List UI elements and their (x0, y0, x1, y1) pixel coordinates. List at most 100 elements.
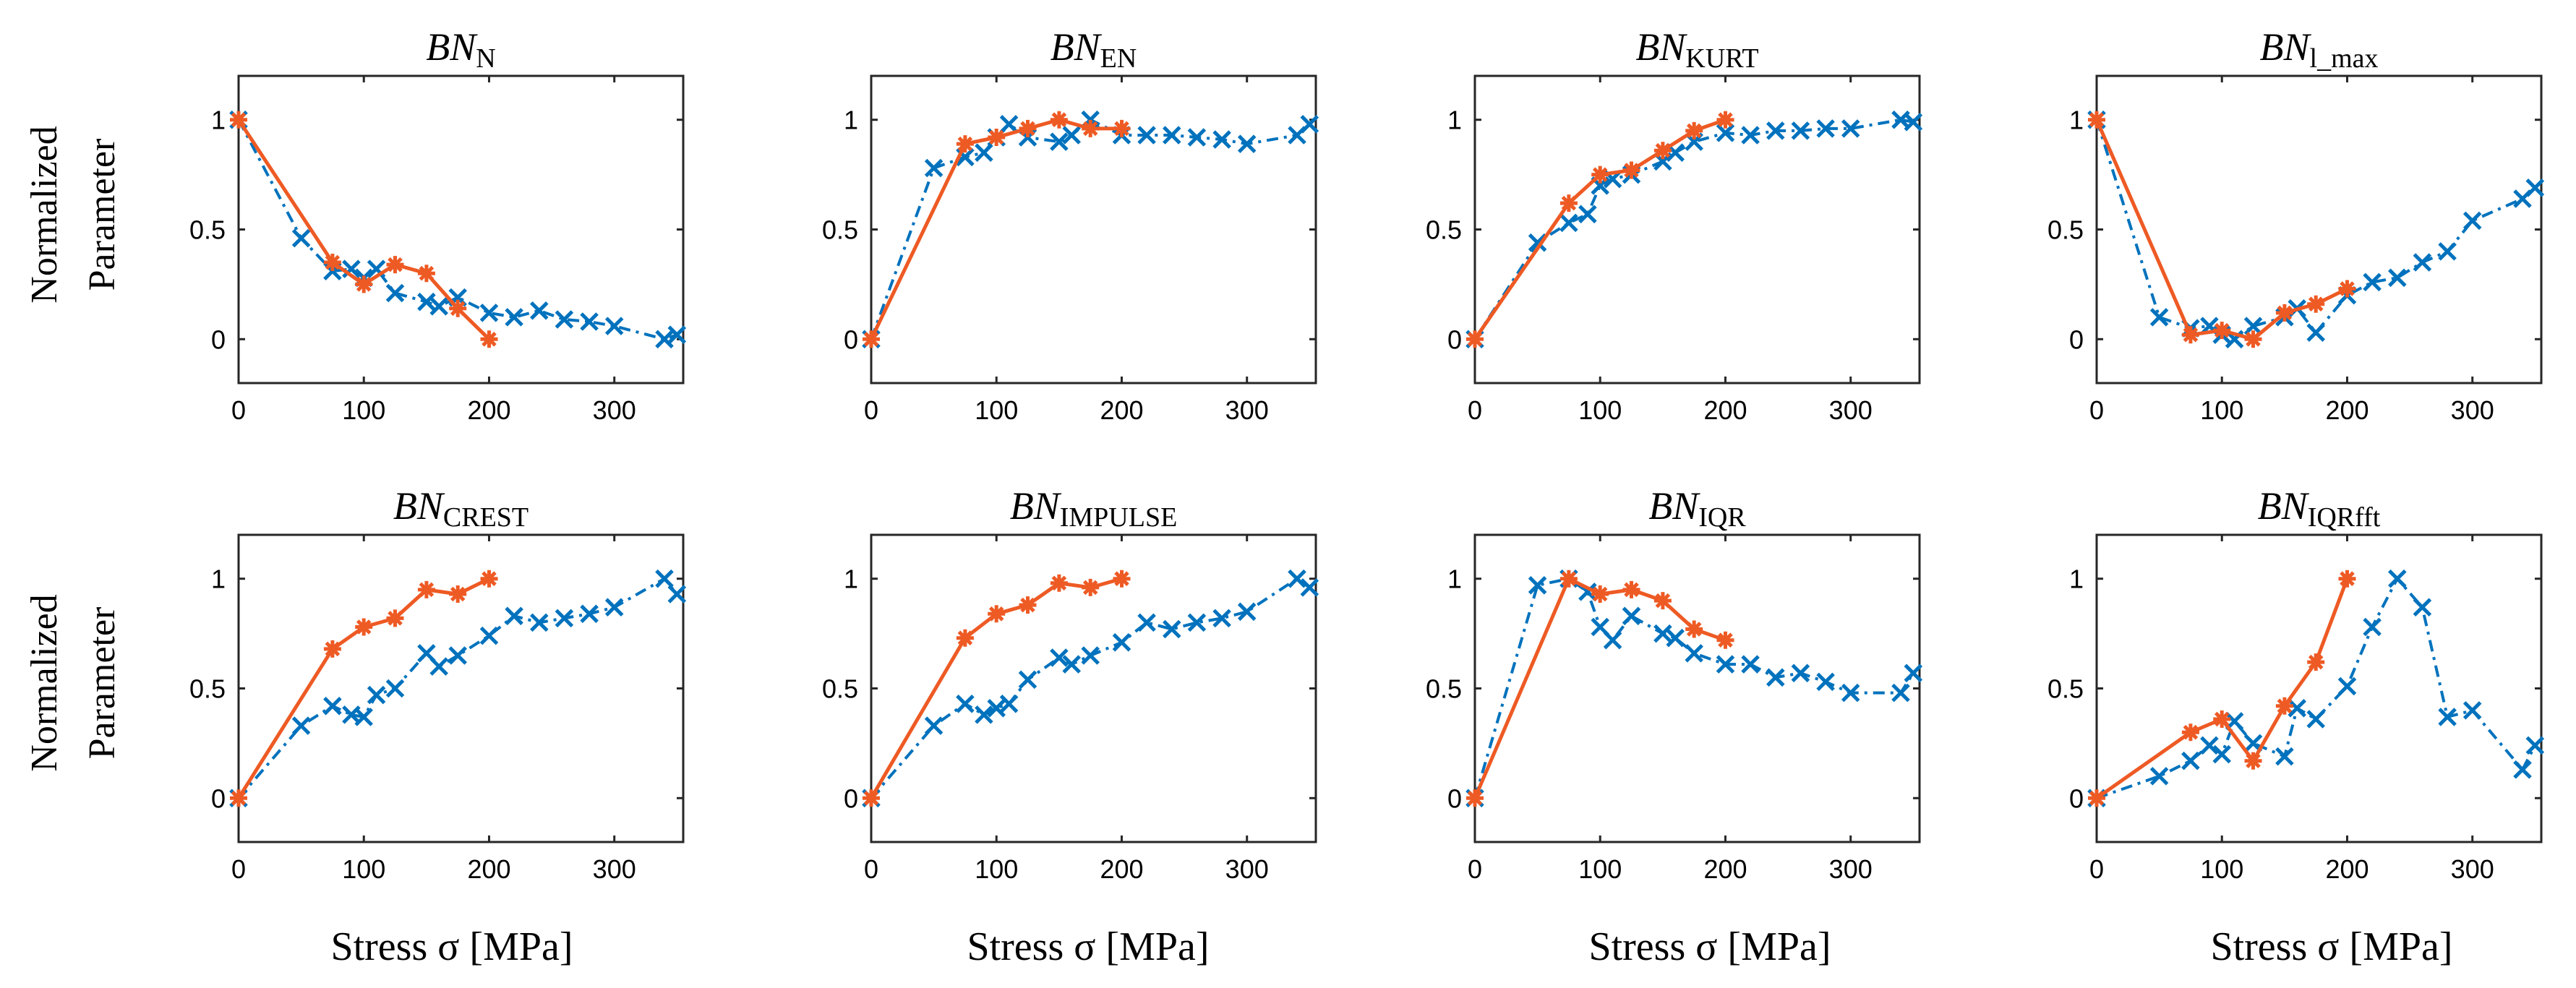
panel-6-xticklabel-3: 300 (1225, 854, 1269, 884)
panel-1-series_a-point-3 (342, 259, 361, 278)
panel-6-series_b-point-4 (1050, 574, 1068, 592)
panel-7-series_a-point-7 (1653, 624, 1672, 643)
panel-8-frame (2095, 533, 2543, 843)
panel-2-series_a-point-14 (1212, 130, 1231, 149)
panel-3-series_a-line (1473, 118, 1914, 340)
panel-8-series_a-point-13 (2413, 598, 2432, 617)
panel-3-frame (1473, 74, 1921, 385)
panel-8: BNIQRfft 0 100 200 300 0 0.5 1 (2047, 484, 2545, 884)
panel-5-xticklabel-1: 100 (342, 854, 385, 884)
panel-5-series_b-point-6 (480, 570, 498, 588)
panel-1-series_a-point-10 (479, 304, 499, 322)
panel-4-series_a-point-13 (2413, 253, 2432, 272)
panel-6-series_b-point-0 (863, 789, 880, 807)
panel-4-xticklabel-2: 200 (2325, 395, 2369, 425)
panel-4-title-base: BN (2260, 25, 2312, 69)
panel-6-xticklabel-1: 100 (975, 854, 1018, 884)
panel-6-frame (870, 533, 1317, 843)
panel-3-series_b-point-1 (1559, 194, 1578, 212)
panel-6-series_a-point-13 (1187, 613, 1207, 632)
panel-5-yticklabel-0: 0 (211, 783, 226, 813)
panel-2-xticklabel-3: 300 (1225, 395, 1269, 425)
panel-1-xticklabel-3: 300 (593, 395, 636, 425)
panel-3-series_a-point-17 (1904, 113, 1923, 132)
panel-6-series_a-point-9 (1081, 646, 1100, 665)
panel-6-series_a-point-5 (999, 695, 1019, 713)
panel-7-yticklabel-0: 0 (1447, 783, 1462, 813)
ylabel-row1-line2: Parameter (82, 139, 123, 291)
panel-2-series_a-point-5 (999, 115, 1019, 134)
panel-2-series_a-point-3 (975, 143, 993, 162)
panel-2-series_a-point-17 (1300, 115, 1319, 134)
panel-6-series_a-point-7 (1050, 648, 1069, 667)
panel-5-series_b-point-1 (323, 640, 341, 658)
panel-6-yticklabel-2: 1 (844, 564, 858, 594)
panel-6-xticklabel-2: 200 (1100, 854, 1143, 884)
panel-4-series_b-point-1 (2181, 326, 2199, 344)
panel-7-series_a-point-16 (1891, 683, 1910, 703)
panel-5-series_b-point-3 (386, 609, 404, 627)
panel-6-yticklabel-0: 0 (844, 783, 858, 813)
panel-2-series_a-point-7 (1050, 132, 1069, 151)
panel-7-series_b-point-4 (1653, 592, 1672, 610)
panel-3-series_a-point-14 (1816, 119, 1835, 138)
panel-6-series_a-point-1 (924, 716, 943, 735)
panel-2-series_a-point-11 (1137, 126, 1156, 145)
panel-6-series_a-point-2 (956, 695, 975, 713)
panel-4-yticklabel-1: 0.5 (2047, 215, 2084, 245)
panel-8-series_a-point-16 (2513, 760, 2532, 779)
panel-4-series_b-point-5 (2307, 295, 2325, 313)
panel-7-title-sub: IQR (1698, 502, 1746, 533)
panel-2-series_b-point-6 (1113, 119, 1131, 137)
panel-7-series_a-point-12 (1766, 668, 1785, 687)
panel-7-series_a-point-6 (1622, 606, 1641, 626)
panel-3-title-base: BN (1635, 25, 1687, 69)
panel-5-series_a-point-8 (429, 657, 448, 676)
panel-7-series_a-point-11 (1741, 655, 1760, 674)
xlabel-3: Stress σ [MPa] (1588, 924, 1831, 969)
panel-2-series_a-point-15 (1237, 134, 1257, 153)
panel-1-xticklabel-1: 100 (342, 395, 385, 425)
panel-6-series_a-point-3 (975, 705, 993, 724)
ylabel-row2-line1: Normalized (24, 594, 65, 771)
panel-6-series_b-point-3 (1019, 596, 1037, 614)
panel-2-series_a-point-1 (924, 158, 943, 178)
panel-3-xticklabel-0: 0 (1468, 395, 1482, 425)
panel-8-series_a-point-8 (2288, 699, 2306, 718)
panel-8-series_a-point-17 (2525, 736, 2545, 755)
panel-8-series_b-point-0 (2088, 789, 2105, 807)
panel-5-series_b-point-5 (449, 585, 467, 603)
panel-8-series_a-point-10 (2337, 676, 2357, 696)
panel-3-title-sub: KURT (1685, 43, 1758, 74)
panel-1-series_a-point-1 (291, 228, 311, 248)
panel-7-xticklabel-1: 100 (1578, 854, 1622, 884)
panel-4-series_a-point-6 (2243, 317, 2263, 335)
panel-1-series_b-point-1 (323, 254, 341, 271)
panel-1-series_b-point-5 (449, 299, 467, 317)
panel-3-series_b-point-6 (1716, 111, 1734, 129)
panel-5-xticklabel-2: 200 (467, 854, 510, 884)
panel-8-series_b-point-5 (2307, 653, 2325, 671)
panel-2-yticklabel-0: 0 (844, 325, 858, 354)
panel-7-xticklabel-2: 200 (1703, 854, 1747, 884)
panel-4: BNl_max 0 100 200 300 0 0.5 1 (2047, 25, 2545, 425)
panel-8-xticklabel-2: 200 (2325, 854, 2369, 884)
panel-7-series_a-point-9 (1685, 644, 1703, 663)
panel-4-yticklabel-0: 0 (2069, 325, 2084, 354)
panel-3-yticklabel-2: 1 (1447, 106, 1462, 135)
panel-8-xticklabel-0: 0 (2089, 854, 2104, 884)
panel-4-xticklabel-1: 100 (2200, 395, 2243, 425)
panel-3-series_a-point-11 (1741, 126, 1760, 145)
panel-5-series_a-point-15 (604, 598, 624, 617)
panel-6-xticklabel-0: 0 (864, 854, 878, 884)
panel-3-series_a-point-10 (1716, 124, 1735, 142)
panel-1-series_a-point-8 (429, 297, 448, 316)
panel-7-series_b-point-6 (1716, 631, 1734, 649)
panel-6-series_a-point-17 (1300, 578, 1319, 597)
panel-1-series_a-point-15 (604, 317, 624, 335)
panel-4-series_b-point-2 (2213, 322, 2231, 340)
panel-3-series_b-point-5 (1685, 121, 1703, 139)
panel-6-series_a-point-14 (1212, 609, 1231, 628)
panel-3-yticklabel-1: 0.5 (1426, 215, 1462, 245)
panel-8-series_b-point-2 (2213, 710, 2231, 728)
